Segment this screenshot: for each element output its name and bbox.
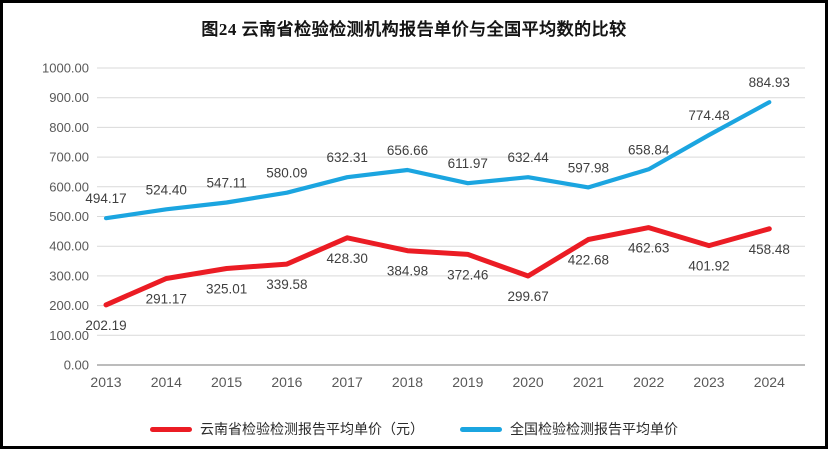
data-label-series-1: 597.98 bbox=[568, 160, 609, 175]
legend-item-yunnan: 云南省检验检测报告平均单价（元） bbox=[150, 419, 424, 439]
data-label-series-1: 524.40 bbox=[146, 182, 187, 197]
plot-area: 0.00 100.00 200.00 300.00 400.00 500.00 600.00… bbox=[42, 61, 805, 390]
y-axis-tick-label: 300.00 bbox=[49, 268, 89, 283]
series-line-1 bbox=[103, 100, 772, 221]
y-axis-tick-label: 100.00 bbox=[49, 328, 89, 343]
data-label-series-0: 202.19 bbox=[85, 318, 126, 333]
x-axis-tick-label: 2024 bbox=[754, 374, 785, 390]
y-axis-tick-label: 1000.00 bbox=[42, 61, 89, 76]
data-label-series-1: 632.44 bbox=[507, 150, 549, 165]
series-line-0 bbox=[103, 225, 772, 308]
x-axis-tick-label: 2022 bbox=[633, 374, 664, 390]
data-label-series-0: 339.58 bbox=[266, 277, 307, 292]
data-label-series-0: 372.46 bbox=[447, 267, 488, 282]
x-axis-tick-label: 2023 bbox=[693, 374, 724, 390]
data-label-series-0: 384.98 bbox=[387, 264, 428, 279]
x-axis-tick-label: 2017 bbox=[332, 374, 363, 390]
data-label-series-0: 325.01 bbox=[206, 281, 247, 296]
legend-line-swatch-yunnan-icon bbox=[150, 426, 192, 432]
x-axis-tick-label: 2014 bbox=[151, 374, 182, 390]
data-label-series-1: 774.48 bbox=[688, 108, 729, 123]
data-label-series-1: 658.84 bbox=[628, 142, 670, 157]
y-axis-tick-label: 600.00 bbox=[49, 179, 89, 194]
y-axis-tick-label: 200.00 bbox=[49, 298, 89, 313]
y-axis-tick-label: 700.00 bbox=[49, 150, 89, 165]
legend-line-swatch-national-icon bbox=[460, 426, 502, 432]
data-label-series-1: 580.09 bbox=[266, 166, 307, 181]
x-axis-tick-label: 2019 bbox=[452, 374, 483, 390]
x-axis-tick-label: 2020 bbox=[513, 374, 544, 390]
y-axis-tick-label: 900.00 bbox=[49, 90, 89, 105]
chart-title: 图24 云南省检验检测机构报告单价与全国平均数的比较 bbox=[201, 20, 627, 39]
data-label-series-1: 632.31 bbox=[327, 150, 368, 165]
data-label-series-1: 611.97 bbox=[448, 156, 488, 171]
legend-label-yunnan: 云南省检验检测报告平均单价（元） bbox=[200, 423, 424, 438]
data-label-series-0: 401.92 bbox=[688, 259, 729, 274]
legend: 云南省检验检测报告平均单价（元） 全国检验检测报告平均单价 bbox=[3, 419, 825, 439]
x-axis-tick-label: 2015 bbox=[211, 374, 242, 390]
x-axis-tick-label: 2016 bbox=[271, 374, 302, 390]
y-axis-tick-label: 400.00 bbox=[49, 239, 89, 254]
data-label-series-0: 422.68 bbox=[568, 252, 609, 267]
data-label-series-1: 656.66 bbox=[387, 143, 428, 158]
data-label-series-1: 494.17 bbox=[85, 191, 126, 206]
y-axis-tick-label: 0.00 bbox=[64, 358, 89, 373]
data-label-series-0: 299.67 bbox=[507, 289, 548, 304]
x-axis-tick-label: 2013 bbox=[90, 374, 121, 390]
y-axis-tick-label: 800.00 bbox=[49, 120, 89, 135]
legend-item-national: 全国检验检测报告平均单价 bbox=[460, 419, 678, 439]
data-label-series-1: 547.11 bbox=[206, 176, 246, 191]
data-label-series-0: 458.48 bbox=[749, 242, 790, 257]
legend-label-national: 全国检验检测报告平均单价 bbox=[510, 423, 678, 438]
x-axis-tick-label: 2021 bbox=[573, 374, 604, 390]
data-label-series-1: 884.93 bbox=[749, 75, 790, 90]
data-label-series-0: 462.63 bbox=[628, 241, 669, 256]
x-axis-tick-label: 2018 bbox=[392, 374, 423, 390]
y-axis-tick-label: 500.00 bbox=[49, 209, 89, 224]
data-label-series-0: 291.17 bbox=[146, 292, 187, 307]
data-label-series-0: 428.30 bbox=[327, 251, 368, 266]
